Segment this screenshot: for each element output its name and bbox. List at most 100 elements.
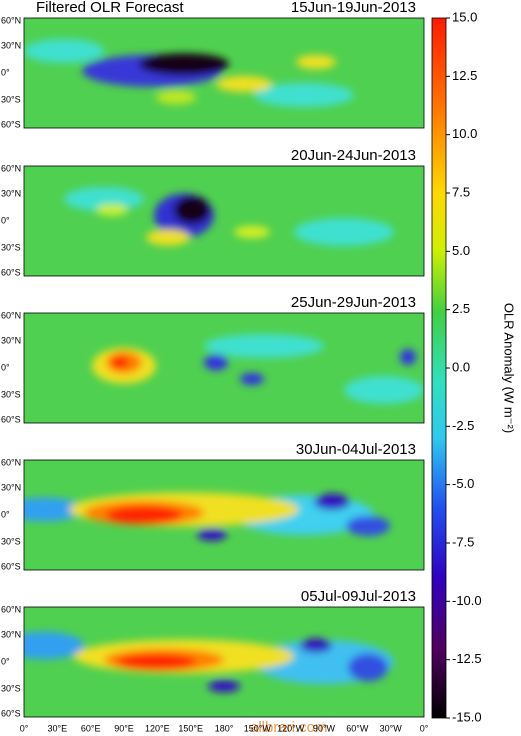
anomaly-field [24, 492, 390, 541]
lon-label: 150°E [178, 723, 203, 733]
anomaly-blob [111, 356, 129, 369]
lat-label: 30°N [1, 40, 21, 50]
anomaly-blob [208, 680, 240, 693]
colorbar-tick-label: 12.5 [452, 68, 477, 83]
lat-label: 30°N [1, 482, 21, 492]
anomaly-blob [204, 334, 324, 358]
lon-label: 90°E [114, 723, 134, 733]
map-panel [23, 606, 425, 718]
lat-label: 30°S [1, 683, 21, 693]
lat-label: 0° [1, 67, 10, 77]
anomaly-blob [234, 226, 270, 238]
lat-label: 30°S [1, 242, 21, 252]
lat-label: 60°N [1, 15, 21, 25]
lon-label: 60°W [346, 723, 369, 733]
lon-label: 180° [215, 723, 234, 733]
colorbar [431, 17, 447, 719]
anomaly-blob [344, 376, 424, 404]
lat-label: 60°S [1, 267, 21, 277]
anomaly-blob [348, 653, 388, 682]
panel-date: 30Jun-04Jul-2013 [296, 441, 416, 458]
lat-label: 60°S [1, 414, 21, 424]
map-frame [23, 606, 425, 718]
lat-label: 0° [1, 656, 10, 666]
panel-date: 05Jul-09Jul-2013 [301, 588, 416, 605]
lon-label: 60°E [81, 723, 101, 733]
lat-label: 0° [1, 509, 10, 519]
anomaly-blob [106, 506, 182, 524]
colorbar-tick-label: -12.5 [452, 651, 482, 666]
anomaly-blob [216, 76, 272, 92]
lat-label: 60°N [1, 163, 21, 173]
anomaly-blob [146, 229, 190, 246]
map-field [24, 166, 424, 276]
map-frame [23, 312, 425, 424]
map-panel [23, 459, 425, 571]
anomaly-field [24, 39, 354, 107]
anomaly-blob [314, 493, 350, 510]
lat-label: 60°N [1, 457, 21, 467]
anomaly-blob [96, 204, 128, 216]
anomaly-blob [254, 83, 354, 107]
colorbar-tick-label: 5.0 [452, 243, 470, 258]
map-field [24, 460, 424, 570]
panel-date: 15Jun-19Jun-2013 [291, 0, 416, 16]
anomaly-blob [197, 528, 227, 541]
lat-label: 60°N [1, 604, 21, 614]
figure-title: Filtered OLR Forecast [36, 0, 184, 16]
colorbar-tick-label: 10.0 [452, 126, 477, 141]
panel-date: 25Jun-29Jun-2013 [291, 294, 416, 311]
anomaly-blob [400, 349, 416, 365]
colorbar-tick-label: 7.5 [452, 184, 470, 199]
anomaly-blob [116, 654, 196, 670]
watermark: allbrari.com [250, 719, 328, 736]
colorbar-label: OLR Anomaly (W m⁻²) [502, 303, 517, 433]
map-field [24, 607, 424, 717]
anomaly-blob [24, 39, 104, 63]
anomaly-blob [296, 55, 336, 69]
colorbar-tick-label: -15.0 [452, 709, 482, 724]
anomaly-blob [174, 196, 210, 224]
lat-label: 30°S [1, 94, 21, 104]
lat-label: 60°S [1, 561, 21, 571]
lon-label: 30°E [48, 723, 68, 733]
anomaly-field [92, 334, 424, 404]
map-field [24, 313, 424, 423]
anomaly-field [24, 631, 394, 693]
anomaly-blob [156, 90, 196, 105]
lon-label: 120°W [277, 723, 305, 733]
lat-label: 60°S [1, 119, 21, 129]
anomaly-blob [294, 218, 394, 246]
map-panel [23, 165, 425, 277]
anomaly-blob [139, 53, 229, 76]
anomaly-blob [64, 187, 144, 211]
lat-label: 30°N [1, 188, 21, 198]
colorbar-tick-label: 15.0 [452, 9, 477, 24]
map-field [24, 18, 424, 128]
colorbar-tick-label: -10.0 [452, 593, 482, 608]
panel-date: 20Jun-24Jun-2013 [291, 147, 416, 164]
colorbar-tick-label: -5.0 [452, 476, 474, 491]
lon-label: 150°W [244, 723, 272, 733]
colorbar-tick-label: -7.5 [452, 534, 474, 549]
anomaly-blob [24, 631, 84, 660]
anomaly-field [64, 187, 394, 246]
lat-label: 30°N [1, 629, 21, 639]
anomaly-blob [300, 638, 332, 653]
lon-label: 0° [420, 723, 429, 733]
map-panel [23, 17, 425, 129]
lat-label: 30°S [1, 536, 21, 546]
lat-label: 0° [1, 362, 10, 372]
anomaly-blob [346, 516, 390, 536]
map-frame [23, 459, 425, 571]
map-frame [23, 165, 425, 277]
colorbar-tick-label: 0.0 [452, 359, 470, 374]
anomaly-blob [240, 373, 264, 385]
map-frame [23, 17, 425, 129]
lon-label: 0° [20, 723, 29, 733]
lat-label: 60°S [1, 708, 21, 718]
lat-label: 30°N [1, 335, 21, 345]
colorbar-tick-label: 2.5 [452, 301, 470, 316]
lon-label: 120°E [145, 723, 170, 733]
